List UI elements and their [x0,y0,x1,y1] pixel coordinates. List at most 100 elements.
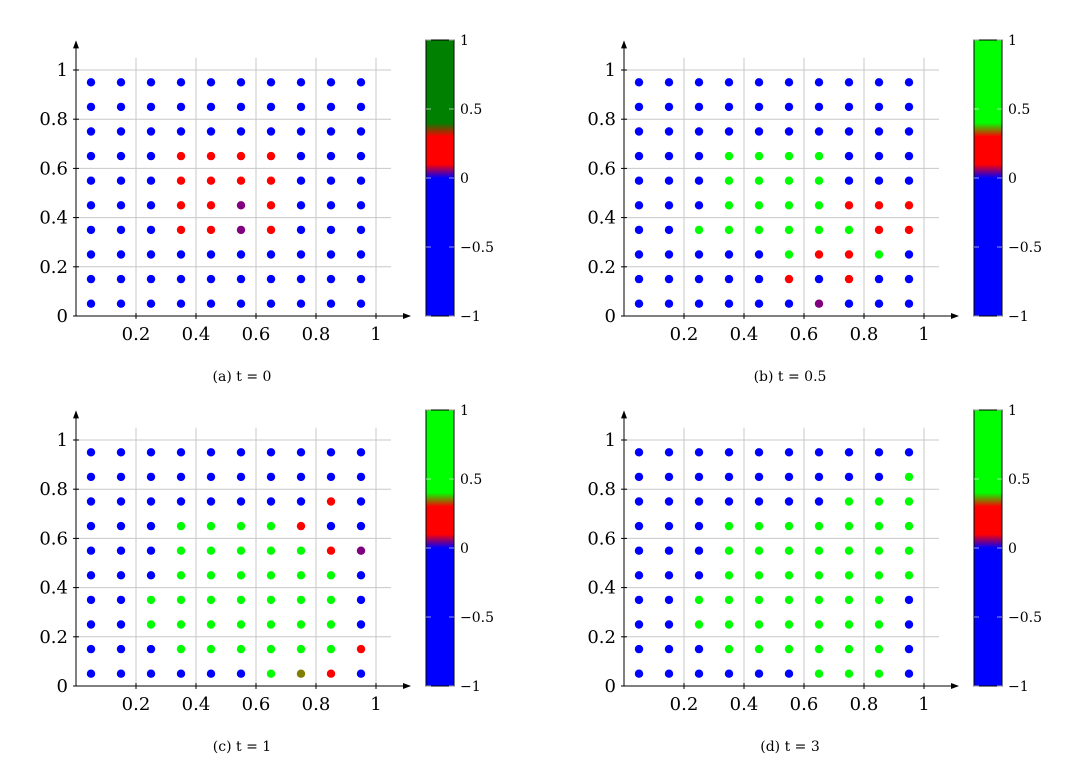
data-point [754,546,764,555]
data-point [176,497,186,506]
colorbar-tick-label: 0 [460,541,469,557]
data-point [326,250,336,259]
colorbar: −1 −0.5 0 0.5 1 [973,33,1042,325]
data-point [86,497,96,506]
data-point [724,151,734,161]
data-point [664,78,674,87]
data-point [326,448,336,457]
data-point [904,225,914,235]
data-point [874,151,884,161]
data-point [356,595,366,605]
data-point [724,176,734,185]
data-point [266,201,276,210]
data-point [754,472,764,482]
colorbar-tick-label: −1 [1008,679,1029,695]
y-tick-label: 0.6 [39,158,68,179]
data-point [326,521,336,531]
data-point [844,472,854,482]
data-point [356,250,366,259]
data-point [86,595,96,605]
data-point [116,299,126,308]
data-point [754,571,764,580]
y-tick-label: 0.2 [39,257,68,278]
data-point [206,497,216,506]
data-point [754,102,764,112]
data-point [724,644,734,654]
data-point [296,472,306,482]
data-point [356,620,366,629]
data-point [206,176,216,185]
data-point [356,299,366,308]
colorbar: −1 −0.5 0 0.5 1 [973,403,1042,695]
data-point [236,644,246,654]
colorbar: −1 −0.5 0 0.5 1 [425,403,494,695]
data-point [296,620,306,629]
data-point [694,669,704,678]
data-point [694,571,704,580]
x-tick-label: 0.8 [850,694,879,715]
data-point [904,497,914,506]
x-tick-label: 0.8 [850,324,879,345]
x-tick-label: 1 [370,694,381,715]
data-point [206,225,216,235]
data-point [206,151,216,161]
data-point [754,595,764,605]
data-point [176,151,186,161]
data-point [904,448,914,457]
data-point [266,102,276,112]
data-point [724,299,734,308]
data-point [814,176,824,185]
data-point [844,497,854,506]
data-point [236,201,246,210]
data-point [176,201,186,210]
data-point [236,472,246,482]
x-tick-label: 0.8 [302,694,331,715]
colorbar: −1 −0.5 0 0.5 1 [425,33,494,325]
y-tick-label: 0.8 [587,479,616,500]
data-point [236,521,246,531]
data-point [266,176,276,185]
data-point [724,274,734,284]
data-point [634,571,644,580]
data-point [266,151,276,161]
data-point [784,497,794,506]
grid [76,427,391,686]
data-point [146,546,156,555]
data-point [724,595,734,605]
x-tick-label: 0.6 [790,324,819,345]
data-point [266,571,276,580]
data-point [176,620,186,629]
data-point [844,571,854,580]
data-point [874,127,884,136]
data-point [266,78,276,87]
colorbar-tick-label: −0.5 [1008,610,1042,626]
data-point [844,644,854,654]
data-point [86,521,96,531]
x-tick-label: 0.2 [122,324,151,345]
data-point [176,644,186,654]
data-point [296,201,306,210]
grid [76,57,391,316]
data-point [236,620,246,629]
data-point [874,546,884,555]
data-point [356,448,366,457]
y-tick-label: 0.2 [587,627,616,648]
data-point [356,274,366,284]
data-point [356,644,366,654]
data-point [326,497,336,506]
colorbar-tick-label: −1 [460,679,481,695]
x-tick-label: 0.6 [242,324,271,345]
data-point [146,472,156,482]
data-point [754,151,764,161]
data-point [634,620,644,629]
data-point [904,176,914,185]
data-point [694,102,704,112]
data-point [874,620,884,629]
colorbar-tick-label: −0.5 [460,610,494,626]
data-point [784,250,794,259]
data-point [116,497,126,506]
data-point [266,620,276,629]
data-point [356,102,366,112]
data-point [814,102,824,112]
data-point [326,299,336,308]
